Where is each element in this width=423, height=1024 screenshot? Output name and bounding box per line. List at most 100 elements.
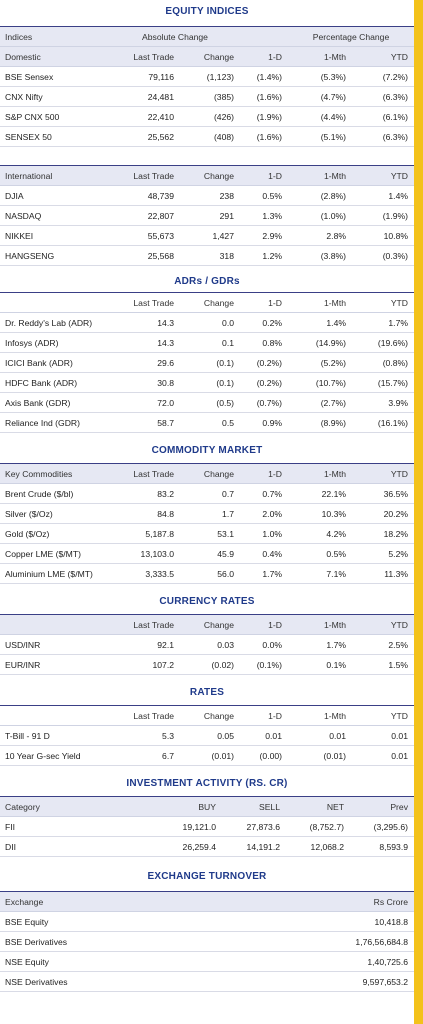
row-value: 0.2% <box>240 312 288 333</box>
table-row: NIKKEI 55,673 1,427 2.9% 2.8% 10.8% <box>0 225 414 246</box>
header-change: Change <box>180 165 240 186</box>
row-value: 10,418.8 <box>260 911 414 932</box>
row-value: (10.7%) <box>288 372 352 393</box>
row-value: 4.2% <box>288 523 352 544</box>
commodity-market-title: COMMODITY MARKET <box>151 445 263 456</box>
row-value: 92.1 <box>110 634 180 655</box>
row-value: 13,103.0 <box>110 543 180 564</box>
row-value: 30.8 <box>110 372 180 393</box>
header-ytd: YTD <box>352 292 414 313</box>
row-value: (1.9%) <box>240 106 288 127</box>
row-value: (1.4%) <box>240 66 288 87</box>
row-label: Silver ($/Oz) <box>0 503 110 524</box>
row-value: (16.1%) <box>352 412 414 433</box>
row-value: (0.5) <box>180 392 240 413</box>
table-row: Reliance Ind (GDR) 58.7 0.5 0.9% (8.9%) (16.1… <box>0 412 414 433</box>
row-value: (8,752.7) <box>286 816 350 837</box>
header-buy: BUY <box>110 796 222 817</box>
table-row: NASDAQ 22,807 291 1.3% (1.0%) (1.9%) <box>0 205 414 226</box>
market-data-page: EQUITY INDICES Indices Absolute Change P… <box>0 6 415 992</box>
header-1d: 1-D <box>240 46 288 67</box>
row-value: 9,597,653.2 <box>260 971 414 992</box>
row-value: 0.5% <box>240 185 288 206</box>
row-label: Brent Crude ($/bl) <box>0 483 110 504</box>
row-value: 1.0% <box>240 523 288 544</box>
header-domestic: Domestic <box>0 46 110 67</box>
row-label: 10 Year G-sec Yield <box>0 745 110 766</box>
row-label: ICICI Bank (ADR) <box>0 352 110 373</box>
row-value: (7.2%) <box>352 66 415 87</box>
row-value: (1.6%) <box>240 126 288 147</box>
row-label: HDFC Bank (ADR) <box>0 372 110 393</box>
row-value: 5.2% <box>352 543 414 564</box>
equity-indices-title: EQUITY INDICES <box>165 6 249 17</box>
row-value: (2.8%) <box>288 185 352 206</box>
table-row: Gold ($/Oz) 5,187.8 53.1 1.0% 4.2% 18.2% <box>0 523 414 544</box>
row-value: 83.2 <box>110 483 180 504</box>
row-value: (0.01) <box>180 745 240 766</box>
accent-side-bar <box>414 0 423 1024</box>
table-row: CNX Nifty 24,481 (385) (1.6%) (4.7%) (6.3%) <box>0 86 415 107</box>
row-label: Gold ($/Oz) <box>0 523 110 544</box>
investment-activity-title: INVESTMENT ACTIVITY (RS. CR) <box>126 778 288 789</box>
commodity-table: Key Commodities Last Trade Change 1-D 1-… <box>0 463 414 584</box>
row-value: (14.9%) <box>288 332 352 353</box>
header-ytd: YTD <box>352 46 415 67</box>
row-value: 0.0 <box>180 312 240 333</box>
table-header: Key Commodities Last Trade Change 1-D 1-… <box>0 463 414 484</box>
row-value: (6.3%) <box>352 86 415 107</box>
row-label: NSE Equity <box>0 951 260 972</box>
row-value: 0.01 <box>288 725 352 746</box>
header-sell: SELL <box>222 796 286 817</box>
row-value: 26,259.4 <box>110 836 222 857</box>
row-label: Dr. Reddy's Lab (ADR) <box>0 312 110 333</box>
domestic-indices-table: Indices Absolute Change Percentage Chang… <box>0 26 415 147</box>
row-label: NSE Derivatives <box>0 971 260 992</box>
row-value: 0.9% <box>240 412 288 433</box>
row-value: 0.5 <box>180 412 240 433</box>
row-value: (1.6%) <box>240 86 288 107</box>
header-rs-crore: Rs Crore <box>260 891 414 912</box>
row-label: S&P CNX 500 <box>0 106 110 127</box>
row-value: 5,187.8 <box>110 523 180 544</box>
row-value: 0.1% <box>288 654 352 675</box>
header-ytd: YTD <box>352 165 414 186</box>
table-row: Infosys (ADR) 14.3 0.1 0.8% (14.9%) (19.6%) <box>0 332 414 353</box>
row-value: (5.3%) <box>288 66 352 87</box>
row-value: 14,191.2 <box>222 836 286 857</box>
row-value: 0.05 <box>180 725 240 746</box>
header-last-trade: Last Trade <box>110 46 180 67</box>
row-value: 1.5% <box>352 654 414 675</box>
row-label: FII <box>0 816 110 837</box>
header-change: Change <box>180 46 240 67</box>
row-value: (0.02) <box>180 654 240 675</box>
header-1mth: 1-Mth <box>288 165 352 186</box>
row-value: (385) <box>180 86 240 107</box>
row-value: 1,427 <box>180 225 240 246</box>
header-exchange: Exchange <box>0 891 260 912</box>
row-value: 1.2% <box>240 245 288 266</box>
table-header: Indices Absolute Change Percentage Chang… <box>0 26 415 47</box>
row-label: T-Bill - 91 D <box>0 725 110 746</box>
header-key-commodities: Key Commodities <box>0 463 110 484</box>
row-value: (408) <box>180 126 240 147</box>
row-value: 7.1% <box>288 563 352 584</box>
header-name <box>0 292 110 313</box>
rates-title: RATES <box>189 687 225 698</box>
row-value: 1,40,725.6 <box>260 951 414 972</box>
header-prev: Prev <box>350 796 414 817</box>
row-value: (0.8%) <box>352 352 414 373</box>
turnover-table: Exchange Rs Crore BSE Equity 10,418.8 BSE … <box>0 891 414 992</box>
row-label: USD/INR <box>0 634 110 655</box>
row-value: 2.0% <box>240 503 288 524</box>
row-label: Infosys (ADR) <box>0 332 110 353</box>
investment-table: Category BUY SELL NET Prev FII 19,121.0 27… <box>0 796 414 857</box>
table-row: NSE Derivatives 9,597,653.2 <box>0 971 414 992</box>
row-value: 1,76,56,684.8 <box>260 931 414 952</box>
row-value: 0.4% <box>240 543 288 564</box>
row-value: (4.7%) <box>288 86 352 107</box>
row-value: 0.5% <box>288 543 352 564</box>
header-last-trade: Last Trade <box>110 705 180 726</box>
row-value: (0.1) <box>180 352 240 373</box>
row-value: 58.7 <box>110 412 180 433</box>
